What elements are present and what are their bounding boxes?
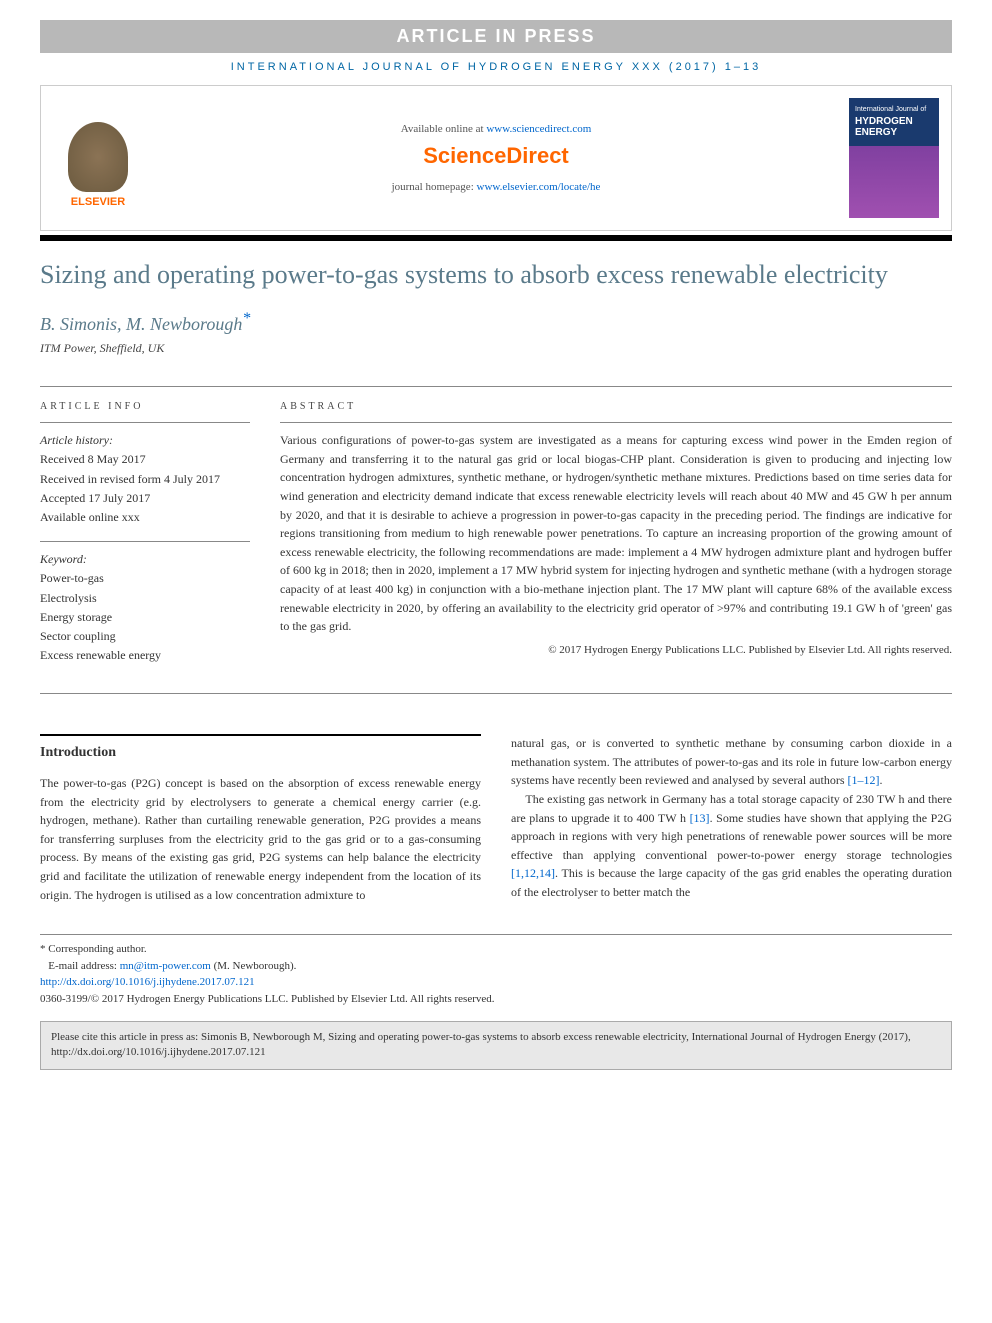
email-suffix: (M. Newborough).	[211, 960, 297, 972]
homepage-url[interactable]: www.elsevier.com/locate/he	[477, 181, 601, 193]
divider-bottom	[40, 693, 952, 694]
keyword-2: Electrolysis	[40, 589, 250, 608]
intro-paragraph-1: The power-to-gas (P2G) concept is based …	[40, 774, 481, 904]
keyword-label: Keyword:	[40, 550, 250, 569]
abstract-block: Various configurations of power-to-gas s…	[280, 422, 952, 659]
history-label: Article history:	[40, 431, 250, 450]
info-abstract-row: ARTICLE INFO Article history: Received 8…	[40, 387, 952, 693]
abstract-label: ABSTRACT	[280, 401, 952, 412]
body-column-left: Introduction The power-to-gas (P2G) conc…	[40, 734, 481, 904]
sciencedirect-url[interactable]: www.sciencedirect.com	[486, 123, 591, 135]
journal-cover-thumbnail: International Journal of HYDROGEN ENERGY	[849, 98, 939, 218]
article-history-block: Article history: Received 8 May 2017 Rec…	[40, 422, 250, 527]
abstract-copyright: © 2017 Hydrogen Energy Publications LLC.…	[280, 642, 952, 660]
abstract-column: ABSTRACT Various configurations of power…	[280, 401, 952, 679]
p2-text-b: .	[880, 773, 883, 787]
received-date: Received 8 May 2017	[40, 450, 250, 469]
revised-date: Received in revised form 4 July 2017	[40, 470, 250, 489]
email-label: E-mail address:	[48, 960, 119, 972]
author-list: B. Simonis, M. Newborough*	[40, 310, 952, 335]
header-center: Available online at www.sciencedirect.co…	[143, 123, 849, 193]
keyword-4: Sector coupling	[40, 627, 250, 646]
article-title: Sizing and operating power-to-gas system…	[40, 259, 952, 290]
elsevier-label: ELSEVIER	[71, 196, 125, 208]
corresponding-mark: *	[242, 310, 250, 327]
cover-line2: ENERGY	[855, 127, 897, 138]
intro-paragraph-2: natural gas, or is converted to syntheti…	[511, 734, 952, 790]
p2-text-a: natural gas, or is converted to syntheti…	[511, 736, 952, 787]
title-section: Sizing and operating power-to-gas system…	[40, 243, 952, 386]
publisher-header: ELSEVIER Available online at www.science…	[40, 85, 952, 231]
email-link[interactable]: mn@itm-power.com	[120, 960, 211, 972]
body-column-right: natural gas, or is converted to syntheti…	[511, 734, 952, 904]
homepage-prefix: journal homepage:	[392, 181, 477, 193]
affiliation: ITM Power, Sheffield, UK	[40, 341, 952, 356]
article-info-label: ARTICLE INFO	[40, 401, 250, 412]
page-container: ARTICLE IN PRESS INTERNATIONAL JOURNAL O…	[0, 0, 992, 1090]
journal-running-head: INTERNATIONAL JOURNAL OF HYDROGEN ENERGY…	[40, 61, 952, 73]
keywords-block: Keyword: Power-to-gas Electrolysis Energ…	[40, 541, 250, 665]
introduction-heading: Introduction	[40, 734, 481, 764]
accepted-date: Accepted 17 July 2017	[40, 489, 250, 508]
cover-small-text: International Journal of	[855, 106, 926, 113]
citation-box: Please cite this article in press as: Si…	[40, 1021, 952, 1070]
ref-link-1-12-14[interactable]: [1,12,14]	[511, 866, 555, 880]
online-date: Available online xxx	[40, 508, 250, 527]
journal-homepage: journal homepage: www.elsevier.com/locat…	[143, 181, 849, 193]
available-prefix: Available online at	[401, 123, 487, 135]
body-columns: Introduction The power-to-gas (P2G) conc…	[40, 734, 952, 904]
cover-line1: HYDROGEN	[855, 116, 913, 127]
corresponding-author-note: * Corresponding author.	[40, 941, 952, 958]
keyword-5: Excess renewable energy	[40, 646, 250, 665]
keyword-3: Energy storage	[40, 608, 250, 627]
article-info-column: ARTICLE INFO Article history: Received 8…	[40, 401, 250, 679]
available-online: Available online at www.sciencedirect.co…	[143, 123, 849, 135]
email-line: E-mail address: mn@itm-power.com (M. New…	[40, 958, 952, 975]
elsevier-tree-icon	[68, 122, 128, 192]
keyword-1: Power-to-gas	[40, 569, 250, 588]
p3-text-c: . This is because the large capacity of …	[511, 866, 952, 899]
elsevier-logo: ELSEVIER	[53, 108, 143, 208]
sciencedirect-logo: ScienceDirect	[143, 143, 849, 169]
intro-paragraph-3: The existing gas network in Germany has …	[511, 790, 952, 902]
doi-link[interactable]: http://dx.doi.org/10.1016/j.ijhydene.201…	[40, 976, 255, 988]
author-names: B. Simonis, M. Newborough	[40, 314, 242, 334]
ref-link-1-12[interactable]: [1–12]	[848, 773, 880, 787]
ref-link-13[interactable]: [13]	[690, 811, 710, 825]
footnotes: * Corresponding author. E-mail address: …	[40, 934, 952, 1007]
issn-copyright: 0360-3199/© 2017 Hydrogen Energy Publica…	[40, 991, 952, 1008]
abstract-text: Various configurations of power-to-gas s…	[280, 431, 952, 636]
black-divider-bar	[40, 235, 952, 241]
article-in-press-banner: ARTICLE IN PRESS	[40, 20, 952, 53]
cover-main-text: HYDROGEN ENERGY	[855, 116, 913, 138]
